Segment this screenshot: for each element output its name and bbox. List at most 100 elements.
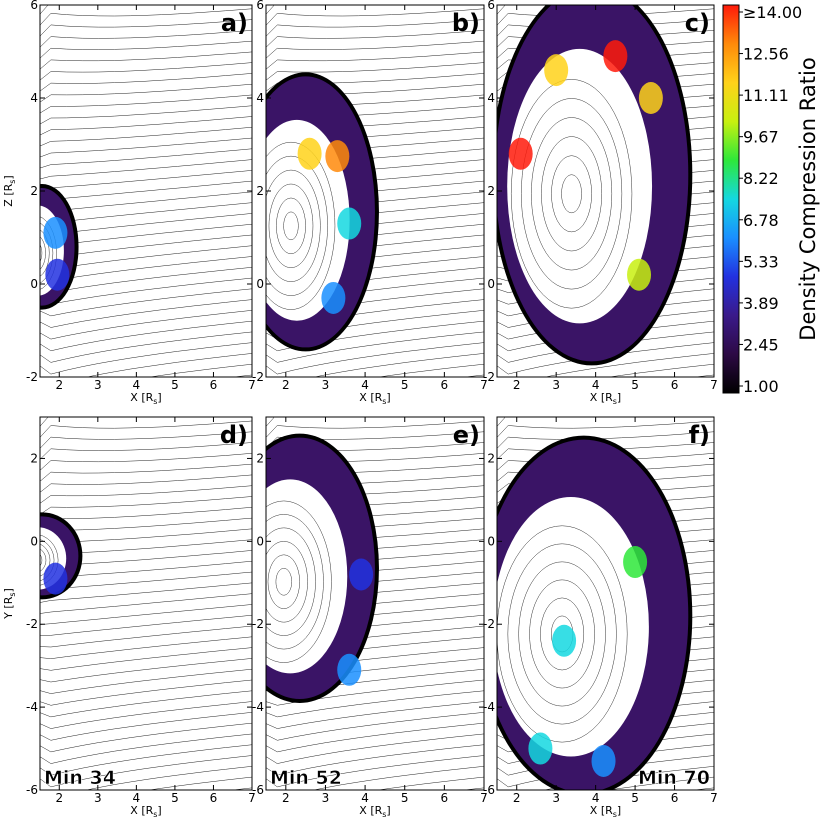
colorbar-tick-label: 9.67 <box>743 128 779 147</box>
x-axis-label: X [Rs] <box>130 391 161 406</box>
x-tick-label: 6 <box>441 791 449 805</box>
x-tick-label: 7 <box>710 791 718 805</box>
y-tick-label: -4 <box>26 700 38 714</box>
core-field-lines <box>266 141 336 310</box>
x-tick-label: 5 <box>171 378 179 392</box>
compression-hotspot <box>552 624 577 657</box>
colorbar: 1.00 2.45 3.89 5.33 6.78 8.22 9.67 11.11 12.56 ≥1… <box>722 3 820 396</box>
compression-hotspot <box>337 653 362 686</box>
y-tick-label: 0 <box>487 534 495 548</box>
x-tick-label: 4 <box>592 378 600 392</box>
y-tick-label: 6 <box>487 0 495 12</box>
x-tick-label: 7 <box>248 791 256 805</box>
y-tick-label: -2 <box>252 617 264 631</box>
x-tick-label: 6 <box>210 378 218 392</box>
y-tick-label: 2 <box>30 451 38 465</box>
colorbar-tick-label: 6.78 <box>743 211 779 230</box>
y-tick-label: 0 <box>487 277 495 291</box>
colorbar-tick-label: 2.45 <box>743 335 779 354</box>
colorbar-tick-label: 5.33 <box>743 252 779 271</box>
y-tick-label: 0 <box>256 534 264 548</box>
colorbar-tick-label: ≥14.00 <box>743 3 802 22</box>
x-tick-label: 3 <box>322 791 330 805</box>
panel-frame <box>496 416 715 791</box>
compression-hotspot <box>297 137 322 170</box>
panel-e: 2 3 4 5 6 7 -6 -4 -2 0 2 X [Rs] e) Min 52 <box>252 416 488 819</box>
y-tick-label: 4 <box>487 91 495 105</box>
core-field-lines <box>40 216 57 290</box>
x-tick-label: 5 <box>631 791 639 805</box>
x-tick-label: 2 <box>513 378 521 392</box>
compression-hotspot <box>43 562 68 595</box>
panel-b: 2 3 4 5 6 7 -2 0 2 4 6 X [Rs] b) <box>252 0 488 406</box>
colorbar-gradient <box>722 4 740 394</box>
x-tick-label: 7 <box>480 378 488 392</box>
x-tick-label: 5 <box>401 791 409 805</box>
panel-frame <box>39 416 253 791</box>
compression-hotspot <box>321 281 346 314</box>
y-tick-label: 0 <box>30 534 38 548</box>
panel-label: c) <box>685 9 710 37</box>
x-tick-label: 5 <box>631 378 639 392</box>
y-tick-label: -6 <box>26 783 38 797</box>
x-tick-label: 7 <box>480 791 488 805</box>
compression-hotspot <box>627 258 652 291</box>
panel-d: 2 3 4 5 6 7 -6 -4 -2 0 2 X [Rs] Y [Rs] d) Min 34 <box>2 416 256 819</box>
x-tick-label: 4 <box>361 378 369 392</box>
y-axis-label: Y [Rs] <box>2 588 17 620</box>
x-tick-label: 7 <box>248 378 256 392</box>
colorbar-tick-label: 12.56 <box>743 45 789 64</box>
compression-hotspot <box>638 82 663 114</box>
x-tick-label: 2 <box>55 378 63 392</box>
y-tick-label: -2 <box>483 617 495 631</box>
x-tick-label: 3 <box>94 791 102 805</box>
panel-frame <box>265 416 485 791</box>
y-tick-label: 2 <box>256 184 264 198</box>
y-tick-label: 2 <box>487 184 495 198</box>
y-tick-label: 6 <box>30 0 38 12</box>
compression-hotspot <box>508 137 533 170</box>
y-tick-label: 4 <box>256 91 264 105</box>
x-tick-label: 4 <box>361 791 369 805</box>
core-field-lines <box>266 500 332 663</box>
x-tick-label: 2 <box>282 378 290 392</box>
y-tick-label: 2 <box>487 451 495 465</box>
x-tick-label: 5 <box>171 791 179 805</box>
core-field-lines <box>497 525 628 743</box>
ejecta-core <box>507 48 653 324</box>
x-axis-label: X [Rs] <box>590 391 621 406</box>
y-tick-label: 2 <box>256 451 264 465</box>
panel-a: 2 3 4 5 6 7 -2 0 2 4 6 X [Rs] Z [Rs] a) <box>2 0 256 406</box>
x-tick-label: 7 <box>710 378 718 392</box>
y-tick-label: -2 <box>483 370 495 384</box>
x-tick-label: 6 <box>671 791 679 805</box>
x-tick-label: 3 <box>552 378 560 392</box>
x-tick-label: 5 <box>401 378 409 392</box>
x-axis-label: X [Rs] <box>130 804 161 819</box>
time-label: Min 70 <box>638 767 710 789</box>
y-tick-label: 2 <box>30 184 38 198</box>
y-axis-label: Z [Rs] <box>2 175 17 206</box>
time-label: Min 52 <box>270 767 342 789</box>
colorbar-tick-label: 11.11 <box>743 86 789 105</box>
colorbar-tick-label: 3.89 <box>743 294 779 313</box>
x-tick-label: 2 <box>513 791 521 805</box>
core-field-lines <box>510 79 633 309</box>
x-tick-label: 4 <box>133 791 141 805</box>
y-tick-label: 0 <box>30 277 38 291</box>
colorbar-tick-label: 8.22 <box>743 169 779 188</box>
compression-hotspot <box>337 207 362 240</box>
compression-hotspot <box>349 558 374 591</box>
x-tick-label: 2 <box>282 791 290 805</box>
x-tick-label: 3 <box>94 378 102 392</box>
x-tick-label: 4 <box>592 791 600 805</box>
colorbar-title: Density Compression Ratio <box>796 57 820 340</box>
x-tick-label: 6 <box>671 378 679 392</box>
x-tick-label: 4 <box>133 378 141 392</box>
compression-hotspot <box>45 258 70 291</box>
y-tick-label: -2 <box>252 370 264 384</box>
x-axis-label: X [Rs] <box>590 804 621 819</box>
